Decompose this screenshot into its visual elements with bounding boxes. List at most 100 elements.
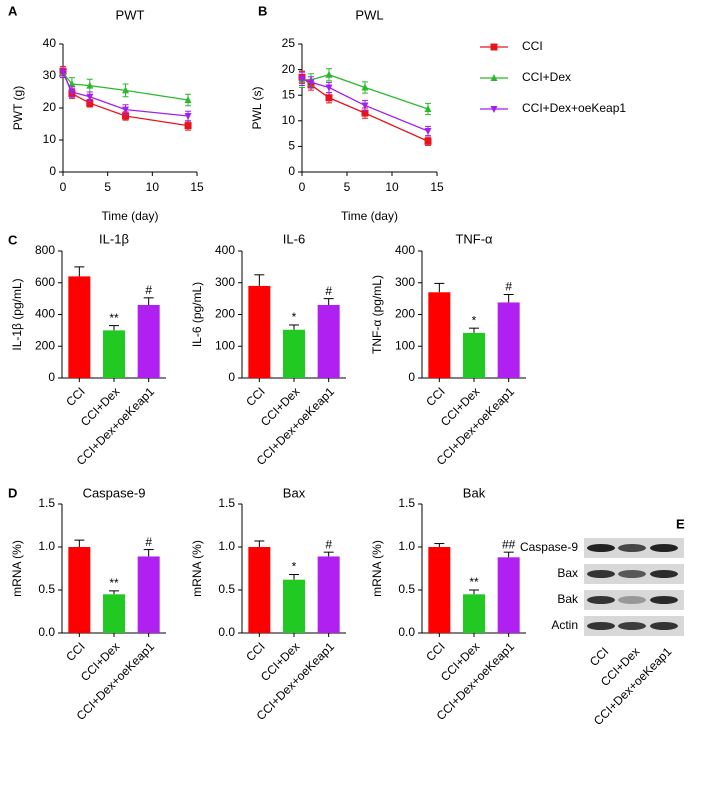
annotation: #	[145, 283, 152, 297]
x-tick-label: 10	[385, 180, 399, 194]
blot-row-label: Bak	[557, 592, 579, 606]
bar	[103, 594, 125, 633]
y-tick-label: 400	[395, 243, 415, 257]
annotation: #	[325, 537, 332, 551]
marker	[325, 84, 333, 92]
y-tick-label: 1.5	[38, 496, 55, 510]
y-tick-label: 200	[215, 307, 235, 321]
y-tick-label: 1.5	[398, 496, 415, 510]
marker	[361, 83, 369, 91]
chart-title: TNF-α	[455, 231, 493, 246]
x-tick-label: 15	[430, 180, 444, 194]
annotation: **	[469, 575, 479, 589]
y-tick-label: 15	[282, 87, 296, 101]
y-tick-label: 0	[228, 370, 235, 384]
panel-label: C	[8, 232, 18, 247]
marker	[361, 109, 369, 117]
y-tick-label: 0.5	[398, 582, 415, 596]
y-axis-label: mRNA (%)	[10, 540, 24, 597]
marker	[184, 122, 192, 130]
bar	[248, 547, 271, 633]
x-tick-label: 10	[146, 180, 160, 194]
bar	[463, 332, 485, 378]
chart-title: Bak	[463, 485, 486, 500]
legend-label: CCI+Dex	[522, 70, 571, 84]
marker	[59, 69, 67, 77]
x-tick-label: 15	[190, 180, 204, 194]
y-tick-label: 100	[215, 338, 235, 352]
bar	[428, 292, 451, 378]
y-tick-label: 25	[282, 36, 296, 50]
y-tick-label: 1.0	[38, 539, 55, 553]
panel-label: A	[8, 3, 18, 18]
blot-band	[650, 570, 678, 578]
y-tick-label: 0.0	[38, 625, 55, 639]
legend-label: CCI+Dex+oeKeap1	[522, 101, 626, 115]
legend-marker	[490, 43, 498, 51]
y-tick-label: 0	[48, 370, 55, 384]
blot-band	[618, 570, 646, 578]
y-tick-label: 300	[215, 275, 235, 289]
bar	[317, 556, 340, 633]
x-tick-label: CCI	[243, 639, 268, 664]
marker	[424, 137, 432, 145]
annotation: *	[292, 560, 297, 574]
blot-row-label: Bax	[557, 566, 578, 580]
y-tick-label: 400	[35, 307, 55, 321]
bar	[283, 579, 305, 633]
x-tick-label: CCI	[243, 384, 268, 409]
bar	[497, 302, 520, 378]
y-tick-label: 800	[35, 243, 55, 257]
y-tick-label: 1.5	[218, 496, 235, 510]
blot-column-label: CCI	[587, 644, 612, 669]
blot-strip	[584, 590, 684, 610]
annotation: ##	[502, 537, 516, 551]
blot-row-label: Caspase-9	[520, 540, 578, 554]
y-tick-label: 0	[49, 164, 56, 178]
bar	[248, 285, 271, 378]
legend-marker	[490, 106, 498, 113]
y-axis-label: IL-1β (pg/mL)	[10, 278, 24, 350]
chart-title: PWT	[116, 7, 145, 22]
marker	[86, 81, 94, 89]
y-tick-label: 1.0	[398, 539, 415, 553]
y-tick-label: 0.5	[38, 582, 55, 596]
blot-band	[587, 622, 615, 630]
bar	[68, 276, 91, 378]
blot-band	[587, 596, 615, 604]
y-axis-label: mRNA (%)	[190, 540, 204, 597]
y-tick-label: 30	[43, 68, 57, 82]
blot-band	[618, 544, 646, 552]
marker	[307, 79, 315, 87]
panel-label: E	[676, 516, 685, 531]
x-tick-label: 0	[299, 180, 306, 194]
y-tick-label: 20	[282, 62, 296, 76]
bar	[283, 329, 305, 378]
x-tick-label: 5	[344, 180, 351, 194]
legend-label: CCI	[522, 39, 543, 53]
marker	[68, 89, 76, 96]
marker	[122, 86, 130, 94]
x-axis-label: Time (day)	[102, 209, 159, 223]
y-tick-label: 400	[215, 243, 235, 257]
y-tick-label: 0.5	[218, 582, 235, 596]
blot-band	[650, 596, 678, 604]
y-axis-label: mRNA (%)	[370, 540, 384, 597]
bar	[428, 547, 451, 633]
marker	[184, 96, 192, 103]
y-tick-label: 0	[288, 164, 295, 178]
annotation: *	[292, 310, 297, 324]
y-tick-label: 200	[395, 307, 415, 321]
x-tick-label: CCI	[63, 384, 88, 409]
chart-title: PWL	[355, 7, 383, 22]
marker	[122, 106, 130, 114]
annotation: #	[505, 280, 512, 294]
x-tick-label: 0	[60, 180, 67, 194]
bar	[68, 547, 91, 633]
chart-title: Bax	[283, 485, 306, 500]
bar	[137, 556, 160, 633]
blot-band	[618, 596, 646, 604]
x-tick-label: 5	[104, 180, 111, 194]
y-tick-label: 20	[43, 100, 57, 114]
